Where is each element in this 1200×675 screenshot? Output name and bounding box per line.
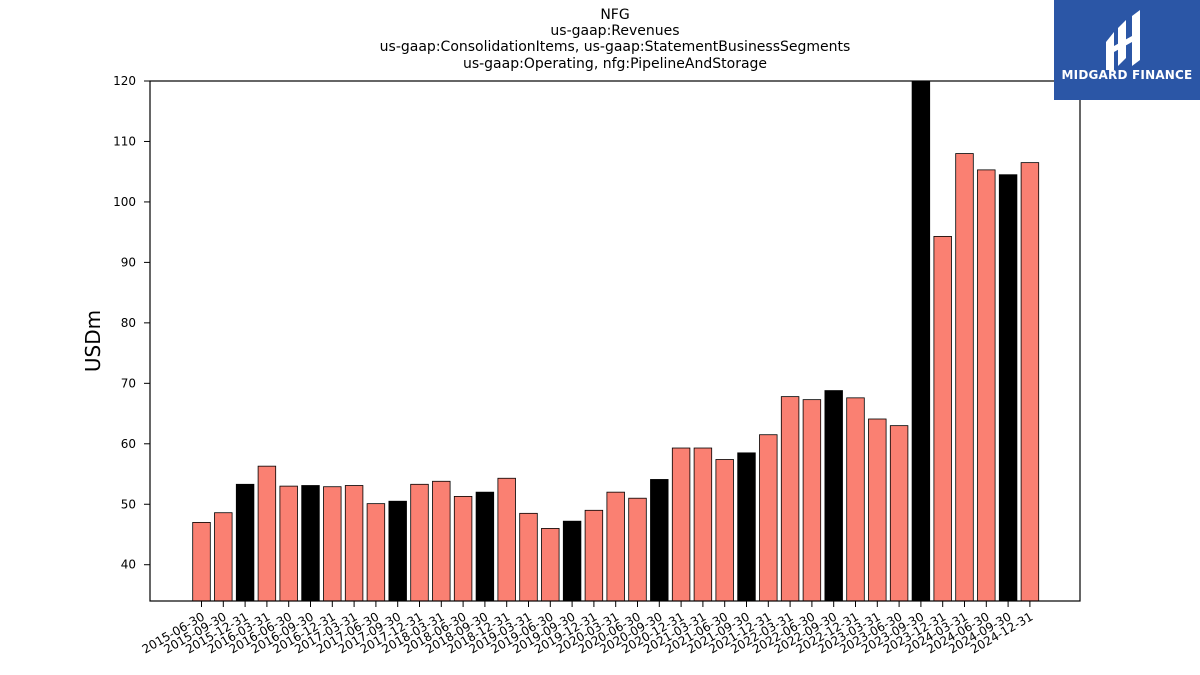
bar-2017-12-31 bbox=[410, 483, 429, 602]
bar-2023-12-31 bbox=[933, 235, 952, 602]
bar-2020-03-31 bbox=[606, 491, 625, 602]
chart-title-line-3: us-gaap:ConsolidationItems, us-gaap:Stat… bbox=[379, 39, 851, 55]
bar-2018-09-30 bbox=[475, 491, 495, 602]
y-tick-label: 110 bbox=[113, 134, 136, 148]
bar-2022-03-31 bbox=[780, 396, 800, 602]
bar-2016-06-30 bbox=[279, 485, 298, 602]
bar-2018-06-30 bbox=[453, 495, 473, 602]
bar-2023-09-30 bbox=[911, 80, 931, 602]
bar-2019-12-31 bbox=[584, 509, 604, 602]
bar-2016-09-30 bbox=[301, 485, 320, 602]
y-tick-label: 100 bbox=[113, 195, 136, 209]
bar-2022-06-30 bbox=[802, 399, 822, 602]
bar-2024-03-31 bbox=[955, 153, 974, 602]
bar-2021-09-30 bbox=[737, 452, 756, 602]
bar-2024-12-31 bbox=[1020, 162, 1040, 602]
y-tick-label: 120 bbox=[113, 74, 136, 88]
y-tick-label: 40 bbox=[121, 558, 136, 572]
bar-2019-09-30 bbox=[562, 520, 582, 602]
logo-mark-icon bbox=[1054, 0, 1200, 100]
y-tick-label: 50 bbox=[121, 497, 136, 511]
bar-2020-06-30 bbox=[628, 497, 647, 602]
bar-2024-09-30 bbox=[998, 174, 1018, 602]
x-axis: 2015-06-302015-09-302015-12-312016-03-31… bbox=[140, 601, 1035, 656]
bar-2017-09-30 bbox=[388, 500, 407, 602]
bar-2021-03-31 bbox=[693, 447, 713, 602]
bar-2019-06-30 bbox=[541, 528, 560, 602]
chart-title-line-4: us-gaap:Operating, nfg:PipelineAndStorag… bbox=[462, 56, 768, 72]
y-tick-label: 60 bbox=[121, 437, 136, 451]
bar-2015-09-30 bbox=[214, 512, 233, 602]
y-axis-label: USDm bbox=[81, 310, 105, 372]
bar-2016-03-31 bbox=[257, 465, 277, 602]
bar-2016-12-31 bbox=[323, 486, 342, 602]
bar-2018-03-31 bbox=[432, 480, 451, 602]
bar-2015-06-30 bbox=[192, 522, 211, 602]
logo-text: MIDGARD FINANCE bbox=[1061, 68, 1193, 82]
bar-2021-12-31 bbox=[759, 434, 778, 602]
bar-2017-06-30 bbox=[366, 503, 386, 602]
bars-group bbox=[192, 80, 1040, 602]
bar-2021-06-30 bbox=[715, 459, 734, 602]
y-axis: 40 50 60 70 80 90 100 110 120 bbox=[113, 74, 150, 572]
bar-2017-03-31 bbox=[344, 485, 364, 602]
bar-2020-09-30 bbox=[650, 479, 669, 602]
midgard-finance-logo: MIDGARD FINANCE bbox=[1054, 0, 1200, 100]
plot-frame bbox=[149, 80, 1081, 602]
y-tick-label: 80 bbox=[121, 316, 136, 330]
y-tick-label: 90 bbox=[121, 255, 136, 269]
bar-2023-06-30 bbox=[889, 425, 909, 602]
bar-2018-12-31 bbox=[497, 477, 516, 602]
bar-2024-06-30 bbox=[977, 169, 996, 602]
bar-2020-12-31 bbox=[671, 447, 691, 602]
bar-2019-03-31 bbox=[519, 512, 538, 602]
bar-2022-12-31 bbox=[846, 397, 865, 602]
bar-2023-03-31 bbox=[868, 418, 887, 602]
chart-title-line-1: NFG bbox=[600, 7, 630, 23]
bar-2015-12-31 bbox=[235, 483, 255, 602]
y-tick-label: 70 bbox=[121, 376, 136, 390]
chart-title-line-2: us-gaap:Revenues bbox=[550, 23, 680, 39]
bar-2022-09-30 bbox=[824, 390, 843, 602]
